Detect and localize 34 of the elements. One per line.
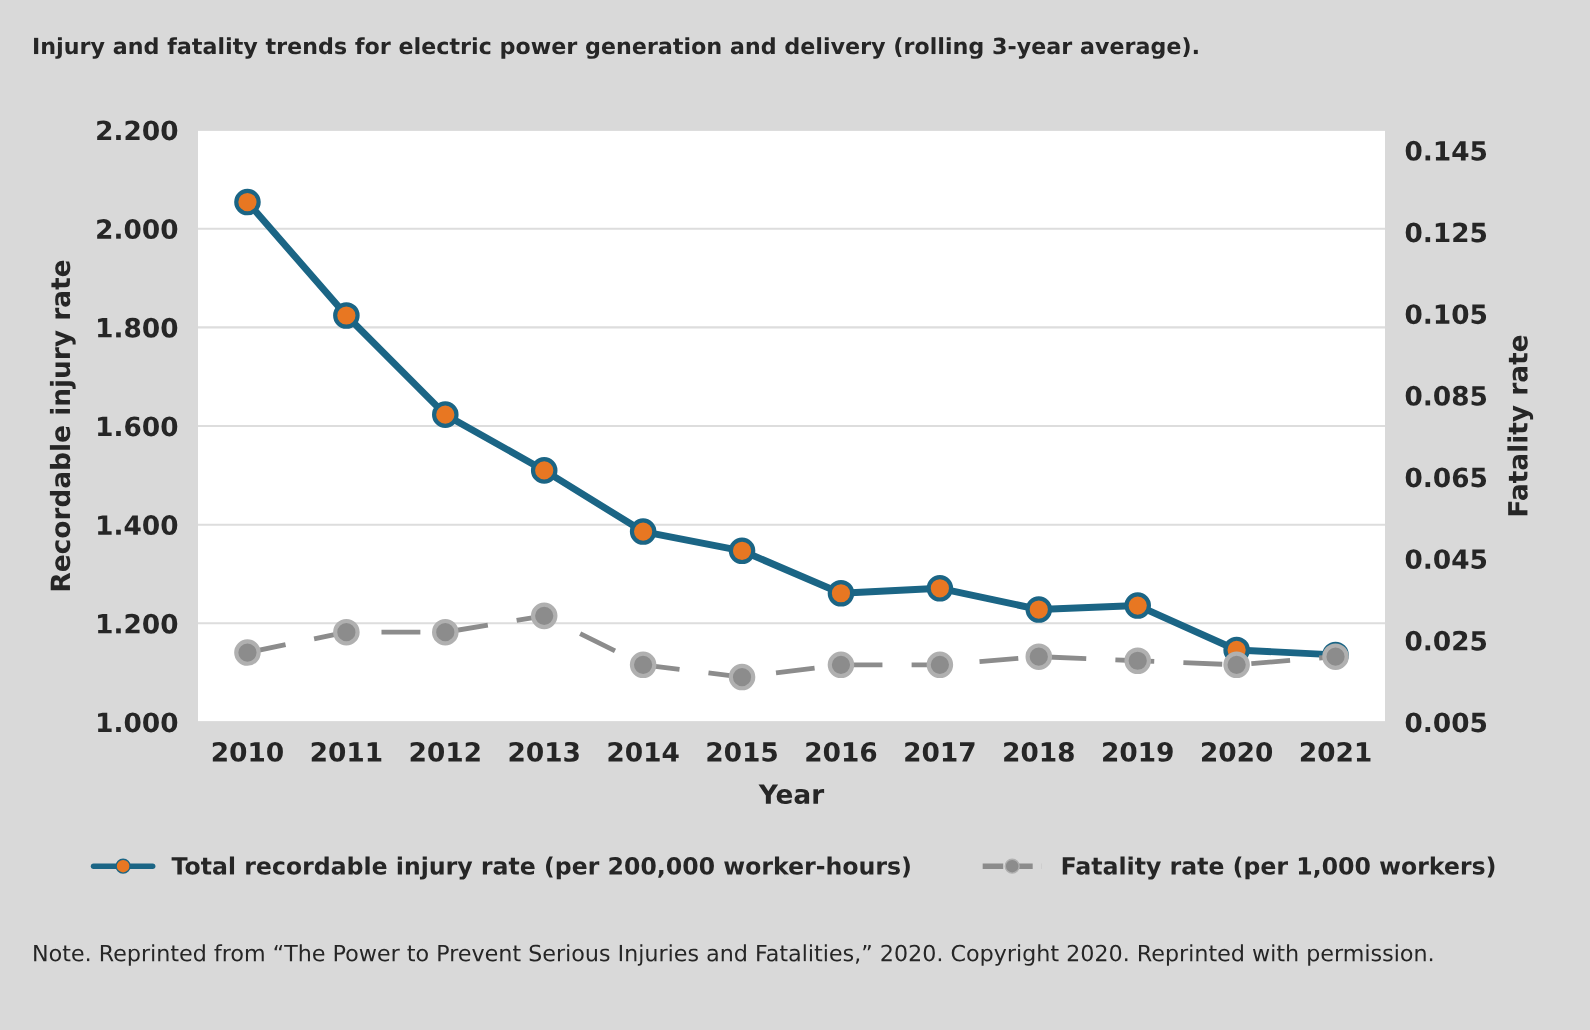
- x-tick-label: 2018: [1004, 741, 1074, 762]
- x-tick-label: 2020: [1201, 741, 1273, 762]
- legend-label: Total recordable injury rate (per 200,000 worker-hours): [171, 856, 910, 880]
- y2-tick-label: 0.065: [1405, 467, 1487, 488]
- x-tick-label: 2015: [707, 741, 777, 762]
- legend-label: Fatality rate (per 1,000 workers): [1062, 856, 1495, 880]
- y-tick-label: 1.400: [98, 515, 178, 536]
- x-tick-label: 2014: [608, 741, 679, 762]
- x-tick-label: 2012: [410, 741, 480, 762]
- chart-title: Injury and fatality trends for electric power generation and delivery (rolling 3-year average).: [34, 37, 1198, 59]
- y-tick-label: 1.000: [98, 712, 178, 733]
- y2-tick-label: 0.045: [1405, 549, 1487, 570]
- y-tick-label: 1.600: [98, 416, 178, 437]
- y2-tick-label: 0.105: [1405, 304, 1487, 325]
- y-axis-title: Recordable injury rate: [49, 260, 76, 591]
- y2-tick-label: 0.125: [1405, 222, 1487, 243]
- y-tick-label: 1.200: [98, 613, 178, 634]
- y2-tick-label: 0.085: [1405, 385, 1487, 406]
- y2-axis-title: Fatality rate: [1507, 335, 1534, 516]
- y-tick-label: 1.800: [98, 317, 178, 338]
- x-axis-title: Year: [758, 784, 825, 805]
- y-tick-label: 2.000: [97, 219, 178, 240]
- x-tick-label: 2011: [311, 741, 382, 762]
- y2-tick-label: 0.145: [1405, 140, 1487, 161]
- x-tick-label: 2010: [212, 741, 283, 762]
- y2-tick-label: 0.025: [1405, 630, 1487, 651]
- x-tick-label: 2021: [1300, 741, 1371, 762]
- y-tick-label: 2.200: [97, 120, 178, 141]
- x-tick-label: 2013: [509, 741, 579, 762]
- y2-tick-label: 0.005: [1405, 712, 1487, 733]
- x-tick-label: 2017: [905, 741, 975, 762]
- x-tick-label: 2016: [806, 741, 877, 762]
- x-tick-label: 2019: [1103, 741, 1173, 762]
- text: Note. Reprinted from “The Power to Prevent Serious Injuries and Fatalities,” 2020. Copyright 2020. Reprinted with permission.: [34, 944, 1433, 966]
